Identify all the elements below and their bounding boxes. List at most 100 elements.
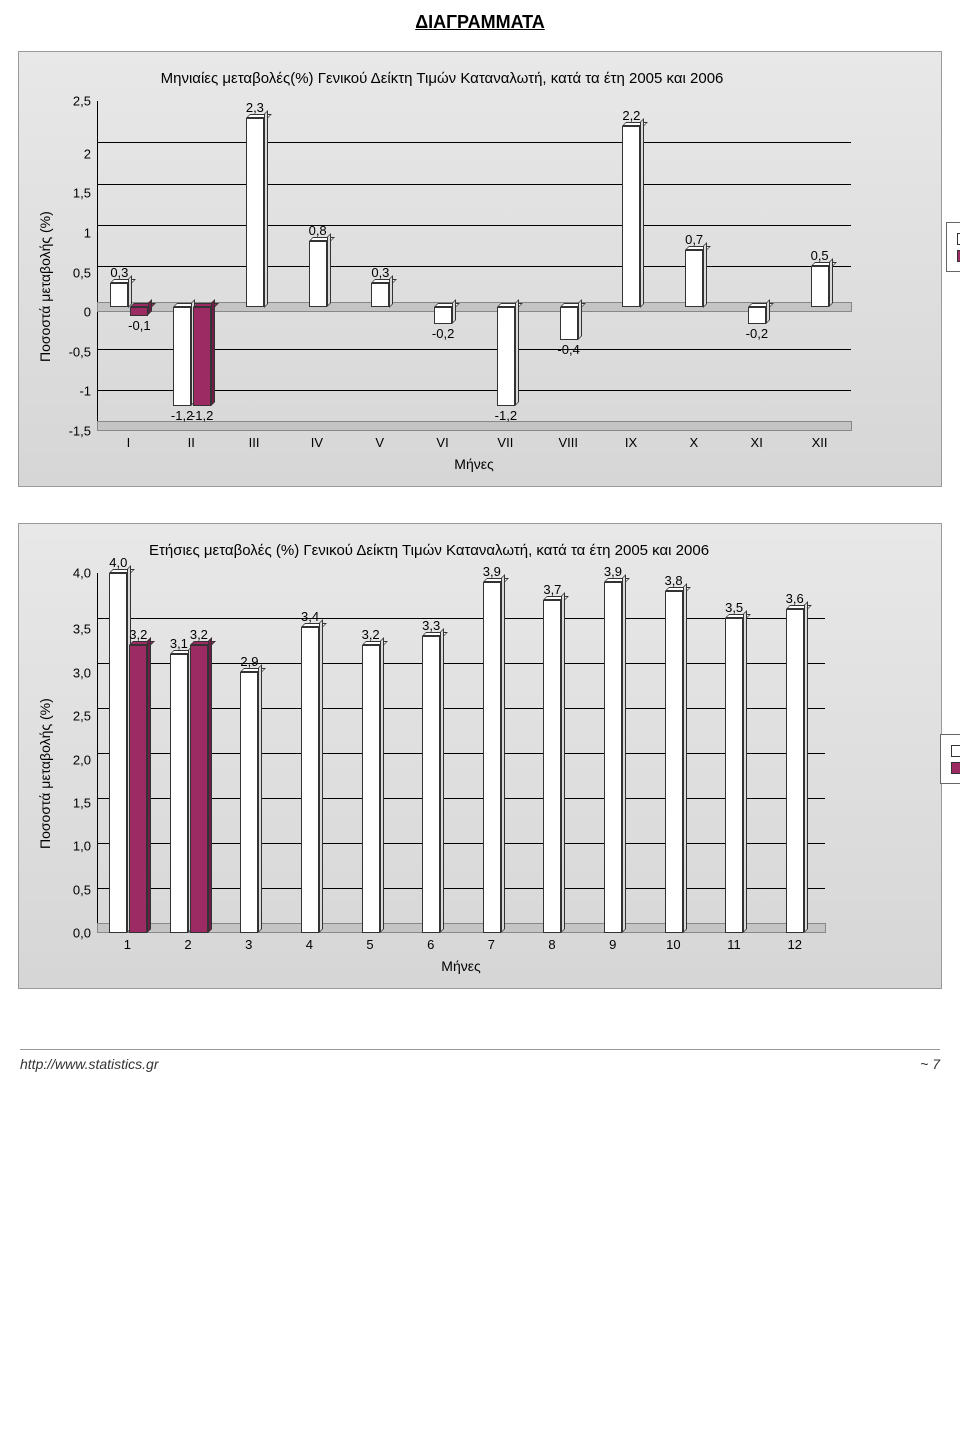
x-tick: I [97,435,160,450]
chart-2-yticks: 4,03,53,02,52,01,51,00,50,0 [57,573,97,933]
y-tick: 2,5 [73,95,91,108]
bar: 2,9 [240,573,258,932]
bar-value-label: 3,4 [301,609,319,624]
x-tick: 7 [461,937,522,952]
bar-group: -0,2 [434,101,452,430]
bar-value-label: 3,8 [664,573,682,588]
chart-2-ylabel: Ποσοστά μεταβολής (%) [33,573,57,974]
bar-value-label: -0,4 [557,342,579,357]
chart-1-xlabel: Μήνες [97,450,851,472]
bar: -0,1 [130,101,148,430]
x-tick: 3 [218,937,279,952]
chart-2-xlabel: Μήνες [97,952,825,974]
bar: 2,2 [622,101,640,430]
bar-group: 0,8 [309,101,327,430]
y-tick: 1,5 [73,187,91,200]
bar-group: 3,9 [483,573,501,932]
bar-value-label: 4,0 [109,555,127,570]
chart-2-panel: Ετήσιες μεταβολές (%) Γενικού Δείκτη Τιμ… [18,523,942,989]
y-tick: 3,0 [73,666,91,679]
bar-value-label: 3,9 [483,564,501,579]
chart-1-xticks: IIIIIIIVVVIVIIVIIIIXXXIXII [97,431,851,450]
bar: 0,8 [309,101,327,430]
chart-2-title: Ετήσιες μεταβολές (%) Γενικού Δείκτη Τιμ… [33,542,825,559]
bar: -0,2 [434,101,452,430]
bar-value-label: 0,8 [309,223,327,238]
bar-group: 0,5 [811,101,829,430]
bar: 3,1 [170,573,188,932]
bar-value-label: 3,1 [170,636,188,651]
x-tick: IX [600,435,663,450]
y-tick: -1 [79,385,91,398]
bar-group: 3,6 [786,573,804,932]
x-tick: XI [725,435,788,450]
bar: 0,3 [110,101,128,430]
bar-group: 3,13,2 [170,573,208,932]
bar-value-label: 3,6 [786,591,804,606]
bar-value-label: 2,9 [240,654,258,669]
bar-group: -1,2-1,2 [173,101,211,430]
bar-value-label: 3,2 [129,627,147,642]
chart-2-legend: 2005/2004 2006/2005 [940,734,960,784]
y-tick: 2 [84,147,91,160]
bar: 3,8 [665,573,683,932]
x-tick: II [160,435,223,450]
x-tick: 4 [279,937,340,952]
bar: 3,2 [190,573,208,932]
bar-value-label: -0,2 [432,326,454,341]
bar-value-label: 3,9 [604,564,622,579]
bar: 3,6 [786,573,804,932]
bar-group: -1,2 [497,101,515,430]
bar: -1,2 [193,101,211,430]
bar-value-label: 3,2 [190,627,208,642]
chart-1-ylabel: Ποσοστά μεταβολής (%) [33,101,57,472]
bar: -1,2 [497,101,515,430]
y-tick: 1,5 [73,796,91,809]
y-tick: -0,5 [69,345,91,358]
bar-group: 3,7 [543,573,561,932]
chart-1-title: Μηνιαίες μεταβολές(%) Γενικού Δείκτη Τιμ… [33,70,851,87]
y-tick: 1 [84,226,91,239]
y-tick: 0 [84,306,91,319]
bar-group: 2,9 [240,573,258,932]
x-tick: XII [788,435,851,450]
x-tick: 12 [764,937,825,952]
y-tick: 0,0 [73,927,91,940]
y-tick: 1,0 [73,840,91,853]
bar-group: 2,3 [246,101,264,430]
chart-1-panel: Μηνιαίες μεταβολές(%) Γενικού Δείκτη Τιμ… [18,51,942,487]
bar: 3,5 [725,573,743,932]
bar-group: 3,4 [301,573,319,932]
x-tick: 5 [340,937,401,952]
x-tick: 1 [97,937,158,952]
bar-value-label: 3,5 [725,600,743,615]
bar: -0,4 [560,101,578,430]
bar-group: -0,2 [748,101,766,430]
bar-value-label: 2,3 [246,100,264,115]
page-title: ΔΙΑΓΡΑΜΜΑΤΑ [0,0,960,51]
y-tick: -1,5 [69,425,91,438]
legend-item: 2006/2005 [951,760,960,775]
bar-group: 3,2 [362,573,380,932]
bar-value-label: -1,2 [191,408,213,423]
chart-1-legend: 20052006 [946,222,960,272]
x-tick: 2 [158,937,219,952]
y-tick: 2,5 [73,710,91,723]
bar: 4,0 [109,573,127,932]
chart-2-xticks: 123456789101112 [97,933,825,952]
y-tick: 2,0 [73,753,91,766]
bar-value-label: 3,7 [543,582,561,597]
x-tick: 10 [643,937,704,952]
bar: 0,3 [371,101,389,430]
bar-value-label: 3,2 [362,627,380,642]
x-tick: 11 [704,937,765,952]
bar: 2,3 [246,101,264,430]
bar-group: 0,3-0,1 [110,101,148,430]
x-tick: IV [285,435,348,450]
chart-1-plot: 0,3-0,1-1,2-1,22,30,80,3-0,2-1,2-0,42,20… [97,101,851,431]
legend-item: 2005/2004 [951,743,960,758]
bar-value-label: 0,5 [811,248,829,263]
bar: 3,3 [422,573,440,932]
bar-value-label: 3,3 [422,618,440,633]
x-tick: III [223,435,286,450]
